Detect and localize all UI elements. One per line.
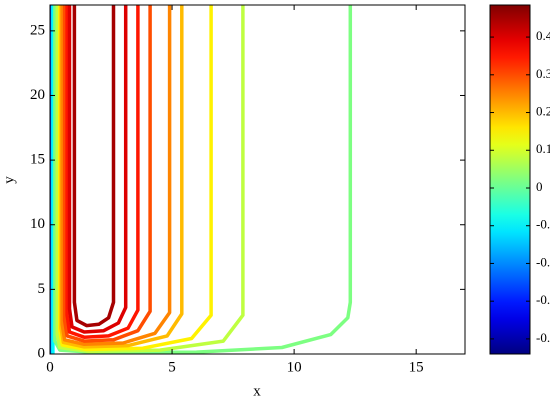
contour-line bbox=[60, 5, 172, 347]
contour-line bbox=[67, 5, 128, 334]
colorbar-tick-label: 0.3 bbox=[536, 66, 550, 81]
contour-line bbox=[53, 5, 353, 354]
contour-line bbox=[65, 5, 140, 339]
y-tick-label: 10 bbox=[30, 216, 45, 232]
colorbar-tick-label: -0.3 bbox=[536, 292, 550, 307]
colorbar-tick-label: -0.4 bbox=[536, 330, 550, 345]
colorbar-tick-label: 0.2 bbox=[536, 104, 550, 119]
y-tick-label: 15 bbox=[30, 152, 45, 168]
x-tick-label: 0 bbox=[46, 359, 54, 375]
axes-box bbox=[49, 4, 466, 355]
colorbar-tick-label: 0.4 bbox=[536, 28, 550, 43]
y-tick-label: 25 bbox=[30, 22, 45, 38]
contour-line bbox=[72, 5, 116, 328]
y-axis-label: y bbox=[1, 176, 17, 184]
contour-line bbox=[62, 5, 152, 343]
x-tick-label: 10 bbox=[287, 359, 302, 375]
contour-line bbox=[55, 5, 245, 354]
colorbar-tick-label: -0.2 bbox=[536, 254, 550, 269]
colorbar-tick-label: 0.1 bbox=[536, 141, 550, 156]
y-tick-label: 20 bbox=[30, 87, 45, 103]
x-axis-label: x bbox=[253, 383, 261, 399]
contour-line bbox=[58, 5, 213, 352]
plot-area bbox=[50, 5, 353, 354]
contour-line bbox=[59, 5, 184, 349]
x-tick-label: 5 bbox=[168, 359, 176, 375]
colorbar bbox=[489, 4, 531, 355]
x-tick-label: 15 bbox=[409, 359, 424, 375]
y-tick-label: 0 bbox=[38, 345, 46, 361]
colorbar-tick-label: -0.1 bbox=[536, 217, 550, 232]
colorbar-tick-label: 0 bbox=[536, 179, 543, 194]
y-tick-label: 5 bbox=[38, 281, 46, 297]
